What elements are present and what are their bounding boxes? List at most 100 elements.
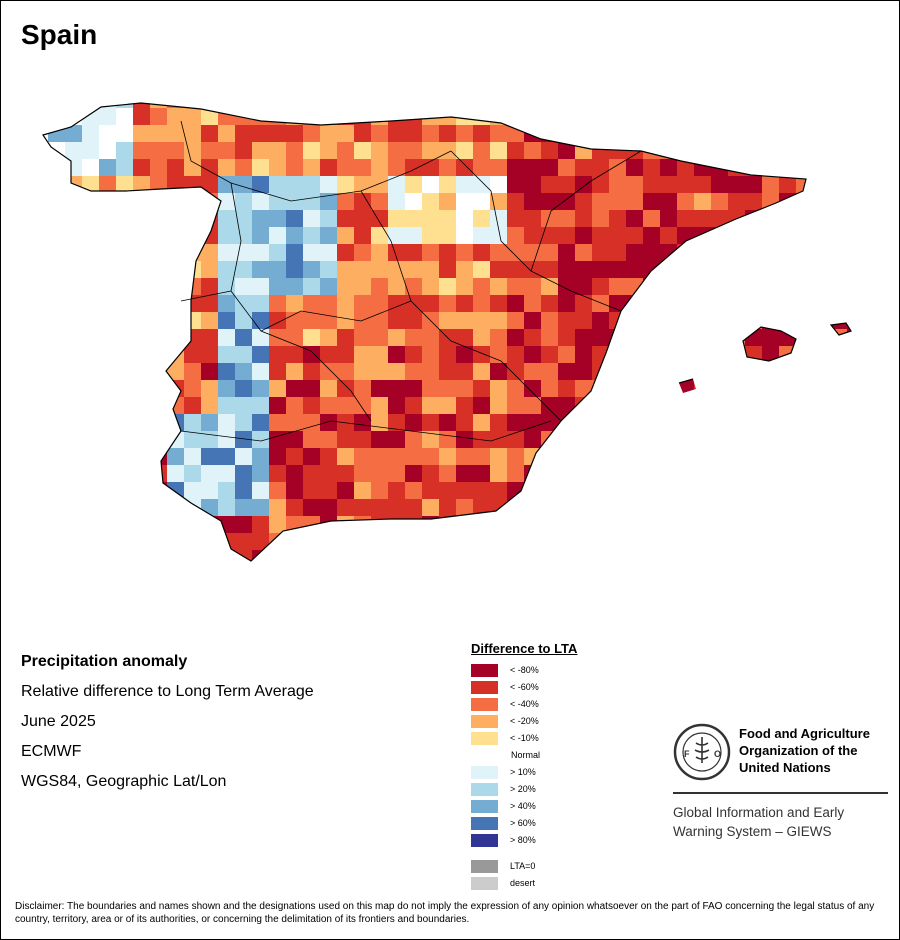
grid-cell bbox=[745, 516, 762, 533]
legend-label: > 80% bbox=[510, 835, 536, 845]
grid-cell bbox=[218, 103, 235, 108]
grid-cell bbox=[507, 380, 524, 397]
legend-label: > 40% bbox=[510, 801, 536, 811]
grid-cell bbox=[48, 108, 65, 125]
grid-cell bbox=[490, 312, 507, 329]
legend-label: < -40% bbox=[510, 699, 539, 709]
grid-cell bbox=[201, 516, 218, 533]
grid-cell bbox=[660, 278, 677, 295]
grid-cell bbox=[864, 414, 871, 431]
grid-cell bbox=[354, 465, 371, 482]
grid-cell bbox=[660, 329, 677, 346]
grid-cell bbox=[65, 448, 82, 465]
grid-cell bbox=[303, 363, 320, 380]
giews-line-2: Warning System – GIEWS bbox=[673, 824, 832, 839]
grid-cell bbox=[541, 312, 558, 329]
grid-cell bbox=[252, 103, 269, 108]
grid-cell bbox=[677, 346, 694, 363]
grid-cell bbox=[320, 210, 337, 227]
grid-cell bbox=[201, 448, 218, 465]
grid-cell bbox=[524, 193, 541, 210]
grid-cell bbox=[575, 567, 592, 581]
grid-cell bbox=[541, 448, 558, 465]
grid-cell bbox=[303, 193, 320, 210]
grid-cell bbox=[116, 363, 133, 380]
grid-cell bbox=[660, 448, 677, 465]
grid-cell bbox=[456, 193, 473, 210]
grid-cell bbox=[847, 346, 851, 363]
grid-cell bbox=[405, 465, 422, 482]
legend-swatch bbox=[471, 817, 498, 830]
grid-cell bbox=[286, 465, 303, 482]
grid-cell bbox=[116, 550, 133, 561]
grid-cell bbox=[286, 533, 303, 550]
grid-cell bbox=[490, 346, 507, 363]
grid-cell bbox=[439, 465, 456, 482]
grid-cell bbox=[864, 142, 871, 159]
grid-cell bbox=[626, 295, 643, 312]
grid-cell bbox=[184, 312, 201, 329]
grid-cell bbox=[728, 533, 745, 550]
grid-cell bbox=[779, 533, 796, 550]
grid-cell bbox=[337, 567, 354, 581]
grid-cell bbox=[150, 414, 167, 431]
grid-cell bbox=[65, 414, 82, 431]
grid-cell bbox=[218, 431, 235, 448]
grid-cell bbox=[150, 567, 167, 581]
grid-cell bbox=[48, 295, 65, 312]
grid-cell bbox=[43, 465, 48, 482]
grid-cell bbox=[303, 261, 320, 278]
grid-cell bbox=[388, 482, 405, 499]
legend-label: < -60% bbox=[510, 682, 539, 692]
grid-cell bbox=[592, 108, 609, 125]
grid-cell bbox=[847, 363, 851, 380]
grid-cell bbox=[405, 227, 422, 244]
grid-cell bbox=[541, 108, 558, 125]
grid-cell bbox=[354, 567, 371, 581]
grid-cell bbox=[524, 244, 541, 261]
grid-cell bbox=[82, 414, 99, 431]
grid-cell bbox=[320, 108, 337, 125]
grid-cell bbox=[82, 312, 99, 329]
grid-cell bbox=[660, 103, 677, 108]
grid-cell bbox=[303, 176, 320, 193]
grid-cell bbox=[337, 159, 354, 176]
grid-cell bbox=[82, 431, 99, 448]
grid-cell bbox=[388, 363, 405, 380]
grid-cell bbox=[813, 482, 830, 499]
grid-cell bbox=[252, 261, 269, 278]
grid-cell bbox=[218, 125, 235, 142]
grid-cell bbox=[728, 193, 745, 210]
grid-cell bbox=[643, 431, 660, 448]
grid-cell bbox=[507, 261, 524, 278]
grid-cell bbox=[711, 363, 728, 380]
grid-cell bbox=[524, 261, 541, 278]
grid-cell bbox=[830, 550, 847, 561]
grid-cell bbox=[626, 312, 643, 329]
grid-cell bbox=[609, 431, 626, 448]
grid-cell bbox=[779, 499, 796, 516]
grid-cell bbox=[490, 465, 507, 482]
grid-cell bbox=[133, 261, 150, 278]
grid-cell bbox=[388, 329, 405, 346]
grid-cell bbox=[490, 499, 507, 516]
grid-cell bbox=[796, 278, 813, 295]
grid-cell bbox=[65, 346, 82, 363]
legend-swatch bbox=[471, 783, 498, 796]
grid-cell bbox=[626, 448, 643, 465]
grid-cell bbox=[847, 397, 851, 414]
grid-cell bbox=[456, 159, 473, 176]
grid-cell bbox=[116, 244, 133, 261]
grid-cell bbox=[745, 448, 762, 465]
grid-cell bbox=[609, 103, 626, 108]
grid-cell bbox=[405, 159, 422, 176]
grid-cell bbox=[779, 567, 796, 581]
grid-cell bbox=[388, 346, 405, 363]
grid-cell bbox=[303, 550, 320, 561]
grid-cell bbox=[762, 227, 779, 244]
grid-cell bbox=[524, 142, 541, 159]
grid-cell bbox=[694, 380, 711, 397]
grid-cell bbox=[99, 210, 116, 227]
grid-cell bbox=[507, 448, 524, 465]
grid-cell bbox=[592, 329, 609, 346]
